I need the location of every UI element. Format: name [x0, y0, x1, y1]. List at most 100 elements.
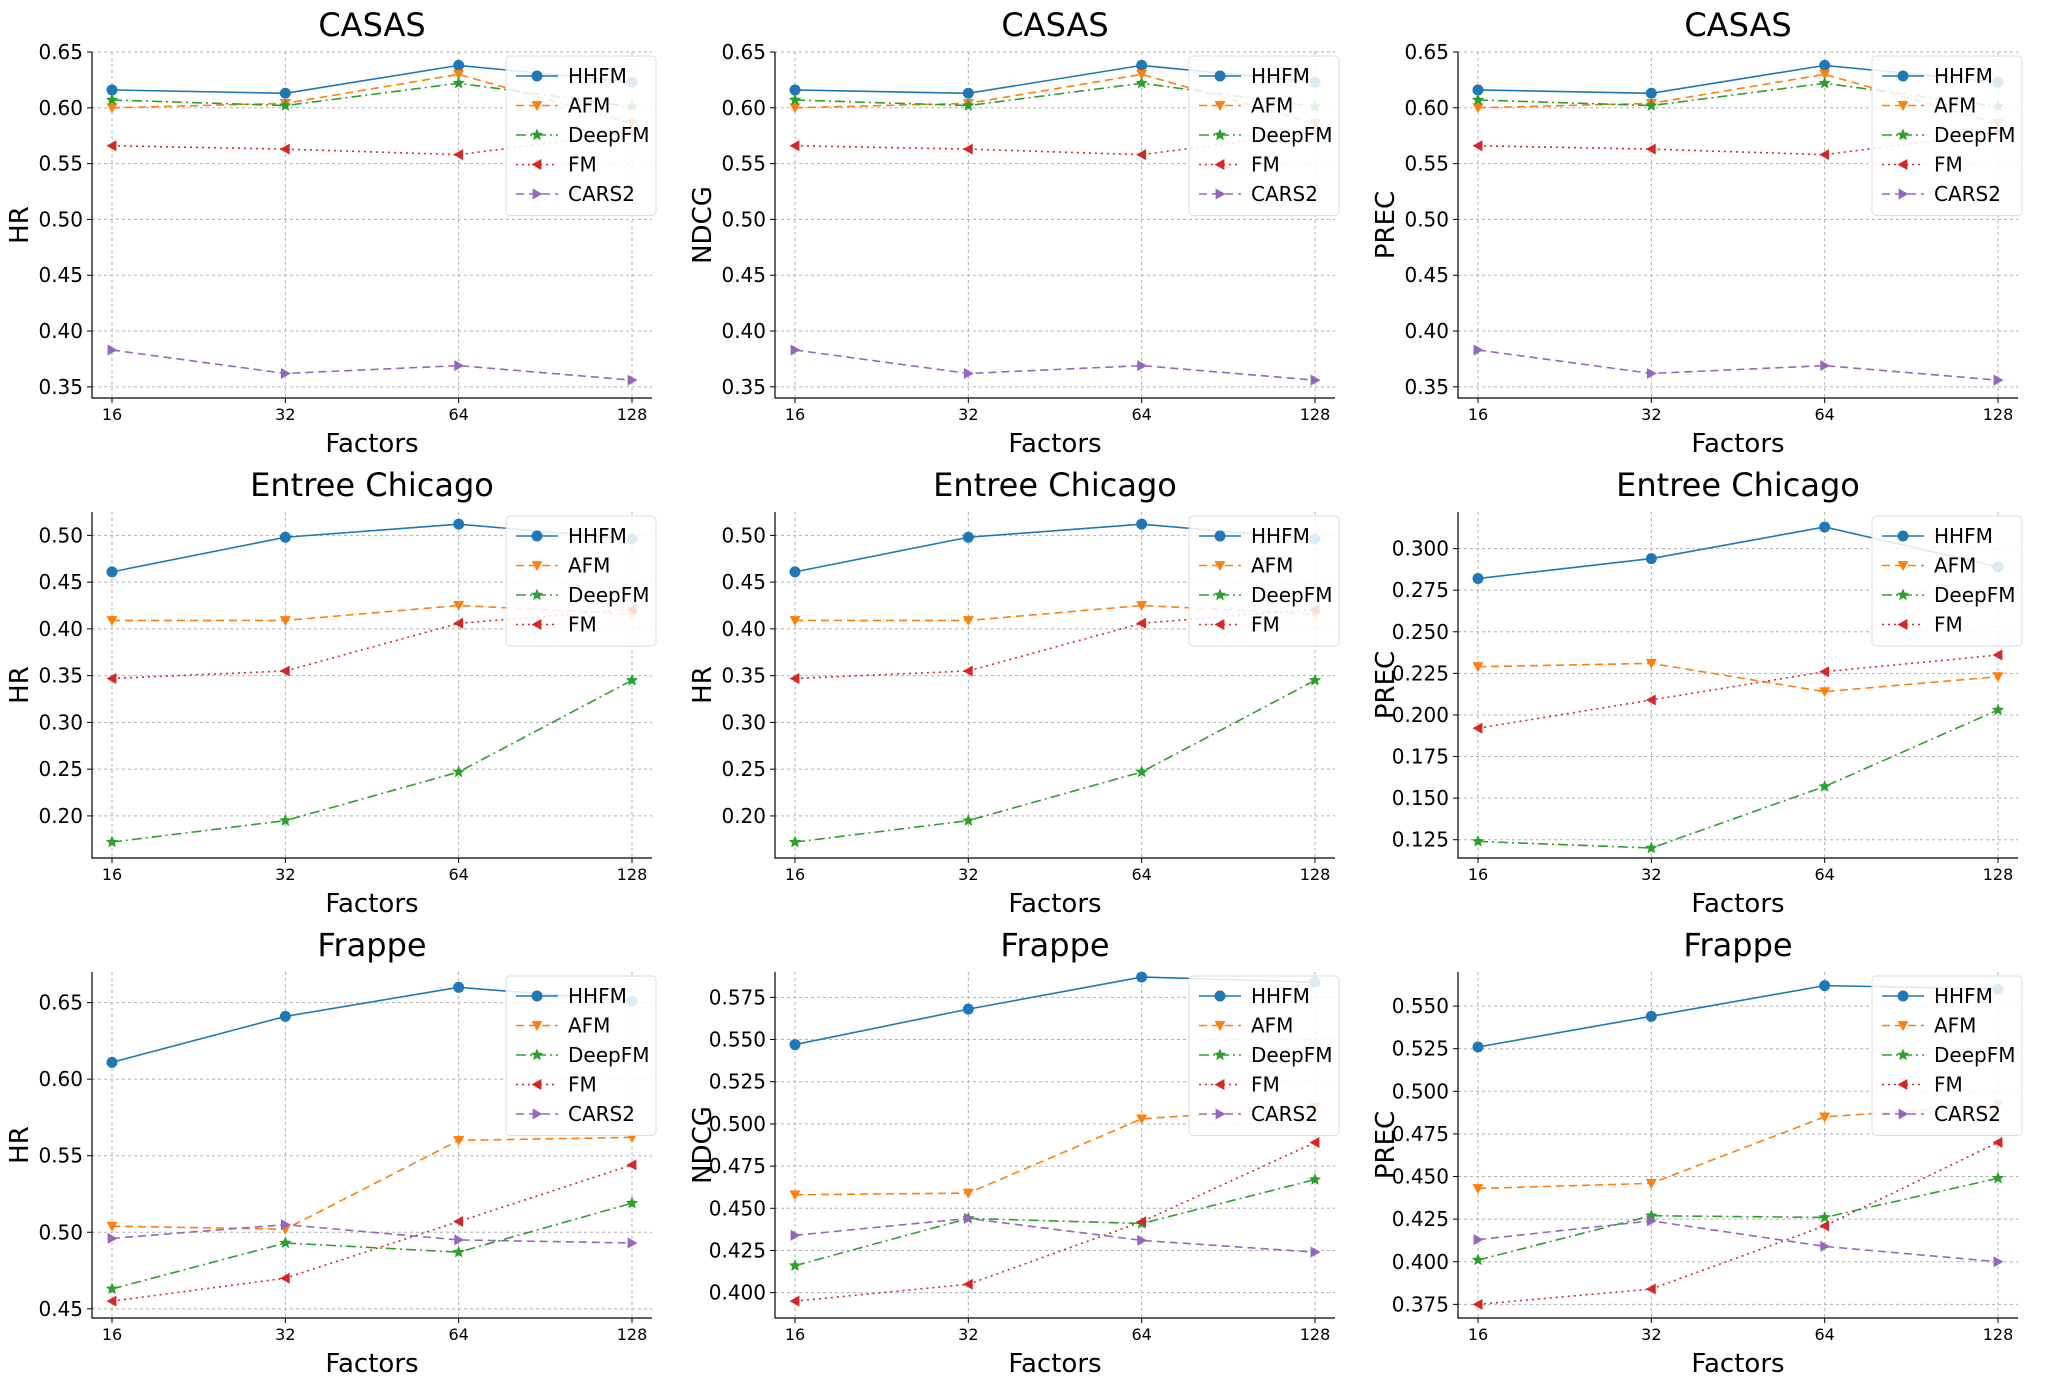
legend-marker — [1214, 1021, 1226, 1031]
legend-item: AFM — [1199, 554, 1293, 578]
legend-marker — [1213, 588, 1227, 601]
y-tick-label: 0.375 — [1392, 1292, 1449, 1316]
data-point — [1992, 672, 2004, 683]
axes — [1457, 972, 2018, 1319]
data-point — [789, 84, 801, 96]
y-tick-label: 0.50 — [38, 1220, 83, 1244]
y-tick-label: 0.175 — [1392, 745, 1449, 769]
legend-item: FM — [516, 1073, 597, 1097]
legend-label: DeepFM — [1934, 123, 2015, 147]
axes — [774, 52, 1335, 399]
y-tick-label: 0.35 — [1404, 375, 1449, 399]
data-point — [789, 1190, 801, 1201]
x-tick-label: 16 — [102, 865, 122, 884]
y-tick-label: 0.40 — [38, 617, 83, 641]
legend-marker — [1896, 1048, 1910, 1061]
legend-marker — [1897, 1021, 1909, 1031]
data-point — [453, 59, 465, 71]
legend-item: FM — [516, 153, 597, 177]
data-point — [280, 367, 291, 379]
y-tick-label: 0.450 — [1392, 1165, 1449, 1189]
legend-item: AFM — [1882, 94, 1976, 118]
y-tick-label: 0.45 — [38, 570, 83, 594]
series-line — [1477, 1141, 1999, 1306]
series-deepfm — [788, 1173, 1322, 1271]
data-point — [1136, 971, 1148, 983]
data-point — [789, 1295, 800, 1307]
legend-label: DeepFM — [1251, 123, 1332, 147]
x-axis-label: Factors — [325, 429, 418, 459]
data-point — [1992, 1136, 2003, 1148]
series-cars2 — [107, 1219, 638, 1249]
data-point — [1820, 1240, 1831, 1252]
y-tick-label: 0.55 — [38, 1144, 83, 1168]
data-point — [790, 1229, 801, 1241]
series-afm — [1472, 658, 2004, 698]
data-point — [1819, 1112, 1831, 1123]
data-point — [1308, 673, 1322, 686]
legend-marker — [1897, 561, 1909, 571]
legend-label: CARS2 — [1934, 1102, 2001, 1126]
series-line — [1477, 1220, 1999, 1263]
y-tick-label: 0.55 — [721, 152, 766, 176]
y-tick-label: 0.50 — [721, 207, 766, 231]
x-tick-label: 16 — [102, 405, 122, 424]
data-point — [788, 835, 802, 848]
y-tick-label: 0.525 — [709, 1070, 766, 1094]
legend-item: FM — [1882, 613, 1963, 637]
data-point — [453, 149, 464, 161]
legend-label: AFM — [568, 554, 610, 578]
data-point — [1310, 374, 1321, 386]
data-point — [1819, 149, 1830, 161]
axes — [1457, 52, 2018, 399]
series-line — [794, 349, 1316, 381]
series-line — [111, 1202, 633, 1290]
data-point — [1137, 360, 1148, 372]
data-point — [453, 518, 465, 530]
data-point — [1645, 1283, 1656, 1295]
data-point — [1820, 360, 1831, 372]
chart-panel-1: CASAS 0.35 0.40 0.45 0.50 0.55 0.60 0.65 16 32 64 1… — [683, 0, 1365, 460]
legend-marker — [1896, 588, 1910, 601]
data-point — [453, 981, 465, 993]
legend-marker — [1214, 619, 1225, 630]
data-point — [789, 616, 801, 626]
series-deepfm — [105, 673, 639, 848]
data-point — [1819, 1220, 1830, 1232]
data-point — [1136, 59, 1148, 71]
legend-label: HHFM — [568, 524, 627, 548]
data-point — [1645, 841, 1658, 854]
y-tick-label: 0.125 — [1392, 828, 1449, 852]
y-tick-label: 0.50 — [38, 207, 83, 231]
y-tick-label: 0.35 — [38, 375, 83, 399]
legend-item: FM — [516, 613, 597, 637]
data-point — [1645, 87, 1657, 99]
legend-label: FM — [1934, 1073, 1963, 1097]
data-point — [1472, 662, 1484, 673]
y-tick-label: 0.65 — [38, 40, 83, 64]
x-tick-label: 16 — [785, 865, 805, 884]
data-point — [625, 1196, 639, 1209]
y-tick-label: 0.65 — [1404, 40, 1449, 64]
x-tick-label: 32 — [275, 405, 295, 424]
chart-svg-8: Frappe 0.375 0.400 0.425 0.450 0.475 0.500 0.52… — [1371, 926, 2023, 1379]
data-point — [279, 665, 290, 677]
data-point — [1645, 99, 1658, 111]
legend-label: DeepFM — [568, 583, 649, 607]
x-tick-label: 64 — [1131, 405, 1151, 424]
y-tick-label: 0.45 — [721, 570, 766, 594]
legend-label: CARS2 — [568, 182, 635, 206]
data-point — [788, 93, 802, 106]
legend-item: HHFM — [516, 524, 627, 548]
data-point — [1136, 601, 1148, 612]
data-point — [279, 1272, 290, 1284]
legend-label: FM — [568, 1073, 597, 1097]
legend-marker — [531, 1021, 543, 1031]
x-tick-label: 64 — [1814, 1325, 1834, 1344]
data-point — [106, 1056, 118, 1068]
data-point — [1818, 76, 1831, 89]
data-point — [962, 1188, 974, 1199]
series-line — [1477, 709, 1999, 849]
axes — [91, 52, 652, 399]
data-point — [279, 531, 291, 543]
